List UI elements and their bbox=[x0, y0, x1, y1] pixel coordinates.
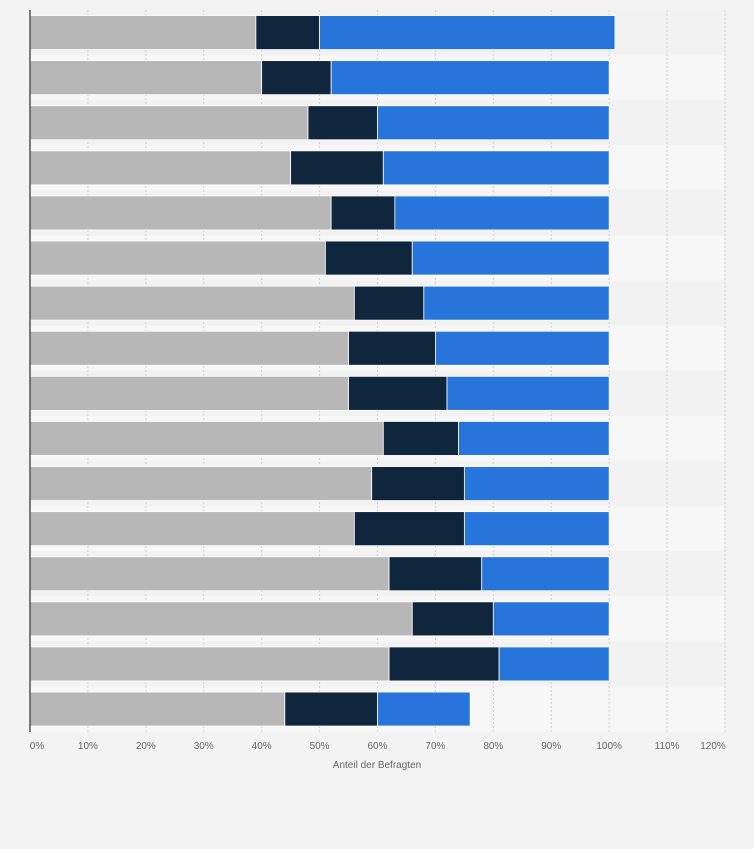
bar-segment-series-3[interactable] bbox=[411, 240, 610, 276]
x-tick-label: 0% bbox=[30, 741, 45, 752]
bar-segment-series-3[interactable] bbox=[435, 330, 610, 366]
bar-segment-series-3[interactable] bbox=[423, 285, 610, 321]
x-tick-label: 80% bbox=[483, 741, 503, 752]
bar-segment-series-2[interactable] bbox=[348, 330, 436, 366]
bar-segment-series-2[interactable] bbox=[284, 691, 378, 727]
bar-segment-series-1[interactable] bbox=[29, 105, 309, 141]
bar-segment-series-1[interactable] bbox=[29, 511, 355, 547]
bar-segment-series-1[interactable] bbox=[29, 375, 349, 411]
x-tick-label: 100% bbox=[596, 741, 622, 752]
bar-segment-series-1[interactable] bbox=[29, 285, 355, 321]
bar-segment-series-2[interactable] bbox=[290, 150, 384, 186]
bar-segment-series-1[interactable] bbox=[29, 330, 349, 366]
bar-segment-series-3[interactable] bbox=[498, 646, 610, 682]
bar-segment-series-1[interactable] bbox=[29, 691, 286, 727]
bar-segment-series-3[interactable] bbox=[481, 556, 610, 592]
x-tick-label: 70% bbox=[425, 741, 445, 752]
x-tick-label: 20% bbox=[136, 741, 156, 752]
bar-segment-series-2[interactable] bbox=[353, 285, 425, 321]
x-tick-label: 10% bbox=[78, 741, 98, 752]
bar-segment-series-2[interactable] bbox=[348, 375, 448, 411]
bar-segment-series-3[interactable] bbox=[394, 195, 610, 231]
x-tick-label: 30% bbox=[194, 741, 214, 752]
x-axis-title: Anteil der Befragten bbox=[333, 760, 421, 771]
x-tick-label: 90% bbox=[541, 741, 561, 752]
bar-segment-series-3[interactable] bbox=[377, 691, 471, 727]
bar-segment-series-2[interactable] bbox=[388, 556, 483, 592]
bar-segment-series-3[interactable] bbox=[330, 60, 610, 96]
bar-segment-series-2[interactable] bbox=[255, 15, 320, 50]
bar-segment-series-1[interactable] bbox=[29, 150, 292, 186]
bar-segment-series-2[interactable] bbox=[382, 421, 459, 456]
bar-segment-series-3[interactable] bbox=[458, 421, 610, 456]
bar-segment-series-2[interactable] bbox=[324, 240, 413, 276]
bar-segment-series-1[interactable] bbox=[29, 601, 413, 637]
x-tick-label: 40% bbox=[252, 741, 272, 752]
x-tick-labels: 0% 10% 20% 30% 40% 50% 60% 70% 80% 90% 100% 110% 120… bbox=[30, 741, 726, 752]
bar-segment-series-1[interactable] bbox=[29, 15, 257, 50]
x-tick-label: 60% bbox=[367, 741, 387, 752]
bar-segment-series-2[interactable] bbox=[307, 105, 378, 141]
bar-segment-series-3[interactable] bbox=[446, 375, 610, 411]
bar-segment-series-1[interactable] bbox=[29, 60, 263, 96]
bar-segment-series-1[interactable] bbox=[29, 646, 390, 682]
bar-segment-series-1[interactable] bbox=[29, 466, 373, 501]
bars bbox=[29, 15, 616, 727]
bar-segment-series-3[interactable] bbox=[377, 105, 610, 141]
bar-segment-series-1[interactable] bbox=[29, 240, 326, 276]
bar-segment-series-1[interactable] bbox=[29, 556, 390, 592]
bar-segment-series-2[interactable] bbox=[388, 646, 500, 682]
bar-segment-series-2[interactable] bbox=[353, 511, 465, 547]
bar-segment-series-3[interactable] bbox=[463, 466, 610, 501]
bar-segment-series-3[interactable] bbox=[463, 511, 610, 547]
bar-segment-series-3[interactable] bbox=[382, 150, 610, 186]
x-tick-label: 50% bbox=[310, 741, 330, 752]
bar-segment-series-1[interactable] bbox=[29, 195, 332, 231]
bar-segment-series-1[interactable] bbox=[29, 421, 384, 456]
bar-segment-series-2[interactable] bbox=[371, 466, 465, 501]
x-tick-label: 120% bbox=[700, 741, 726, 752]
bar-segment-series-3[interactable] bbox=[492, 601, 610, 637]
bar-segment-series-2[interactable] bbox=[330, 195, 396, 231]
x-tick-label: 110% bbox=[655, 741, 680, 752]
bar-segment-series-3[interactable] bbox=[319, 15, 616, 50]
bar-segment-series-2[interactable] bbox=[261, 60, 332, 96]
bar-segment-series-2[interactable] bbox=[411, 601, 494, 637]
